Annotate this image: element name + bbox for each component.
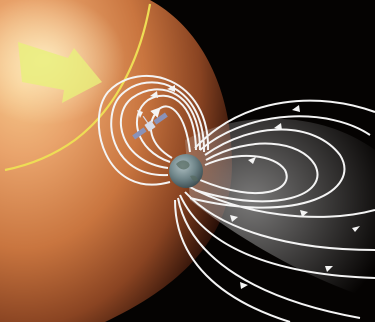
field-line-day-3 [119,88,201,169]
field-arrow-icon [137,110,143,118]
field-line-day-1 [149,105,191,159]
field-arrow-icon [167,85,175,92]
field-arrow-icon [300,210,308,217]
field-line-tail-7 [179,194,375,279]
field-arrow-icon [325,266,333,272]
magnetotail-glow [185,118,375,300]
field-line-tail-3 [189,128,346,209]
field-arrow-icon [352,226,360,232]
field-line-tail-4 [199,115,371,151]
earth [169,154,203,188]
field-line-tail-6 [184,191,375,251]
field-arrow-icon [240,282,248,289]
field-arrow-icon [292,105,300,112]
field-arrow-icon [274,123,282,130]
field-arrows [137,85,360,289]
field-arrow-icon [230,215,238,222]
field-line-day-5 [97,75,210,186]
satellite-icon [132,112,168,140]
field-lines [97,75,375,322]
earth-terrain [176,160,198,182]
field-line-tail-2 [194,142,319,203]
solar-wind-arrow-icon [18,42,102,103]
field-line-day-2 [136,94,197,163]
field-arrow-icon [248,157,256,164]
field-line-day-4 [110,81,206,177]
field-line-tail-8 [177,197,361,319]
field-line-tail-5 [194,99,375,149]
field-arrow-icon [150,91,158,98]
field-line-tail-1 [199,154,288,194]
bow-shock-curve [4,3,152,172]
field-line-tail-10 [187,185,375,218]
field-line-tail-9 [174,199,291,322]
